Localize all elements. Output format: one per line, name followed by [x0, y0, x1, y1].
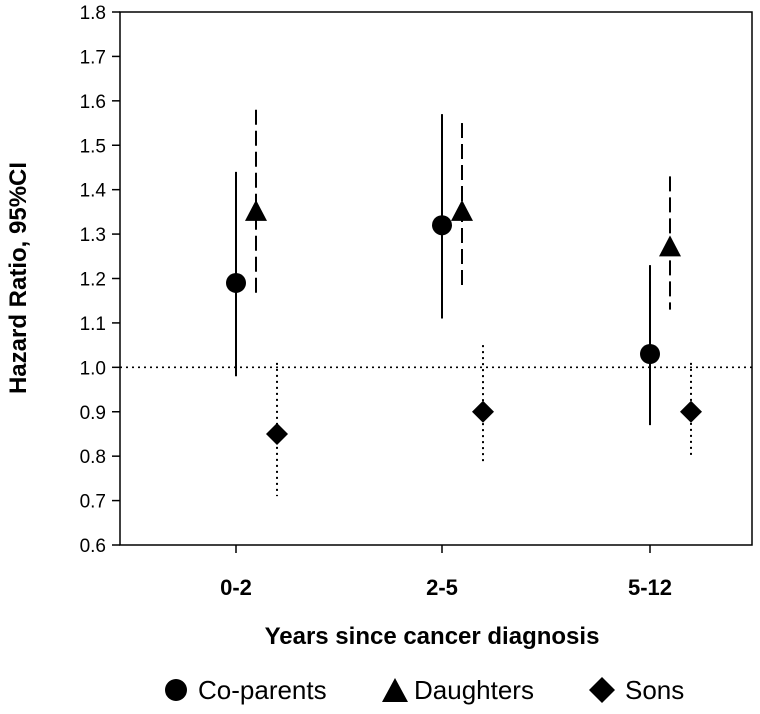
- x-tick-label: 5-12: [628, 575, 672, 600]
- y-axis: 0.6 0.7 0.8 0.9 1.0 1.1 1.2 1.3 1.4 1.5 1.6 1.7 1.8: [80, 3, 120, 557]
- x-tick-label: 2-5: [426, 575, 458, 600]
- legend-label-sons: Sons: [625, 675, 684, 705]
- y-tick-label: 1.7: [80, 47, 106, 68]
- y-tick-label: 0.9: [80, 403, 106, 424]
- y-tick-label: 0.6: [80, 536, 106, 557]
- y-tick-label: 0.7: [80, 492, 106, 513]
- data-point-co-parents: [226, 272, 246, 293]
- data-point-sons: [266, 422, 288, 445]
- legend-label-co-parents: Co-parents: [198, 675, 327, 705]
- data-point-daughters: [451, 199, 473, 221]
- y-tick-label: 1.0: [80, 358, 106, 379]
- data-point-co-parents: [640, 344, 660, 365]
- legend-label-daughters: Daughters: [414, 675, 534, 705]
- data-point-sons: [472, 400, 494, 423]
- legend-triangle-icon: [382, 678, 408, 702]
- y-tick-label: 1.2: [80, 270, 106, 291]
- x-axis-title: Years since cancer diagnosis: [265, 623, 600, 650]
- legend: Co-parents Daughters Sons: [165, 675, 684, 705]
- plot-area-frame: [119, 11, 753, 546]
- y-tick-label: 1.1: [80, 314, 106, 335]
- y-axis-title: Hazard Ratio, 95%CI: [5, 162, 32, 394]
- data-markers: [226, 199, 702, 445]
- data-point-sons: [680, 400, 702, 423]
- y-tick-label: 1.4: [80, 181, 107, 202]
- y-tick-label: 1.3: [80, 225, 106, 246]
- data-point-daughters: [659, 235, 681, 257]
- data-point-daughters: [245, 199, 267, 221]
- x-axis: 0-2 2-5 5-12: [220, 545, 672, 600]
- error-bars: [235, 109, 692, 497]
- data-point-co-parents: [432, 215, 452, 236]
- y-tick-label: 1.8: [80, 3, 106, 24]
- y-tick-label: 0.8: [80, 447, 106, 468]
- y-tick-label: 1.5: [80, 136, 106, 157]
- x-tick-label: 0-2: [220, 575, 252, 600]
- legend-diamond-icon: [589, 677, 615, 703]
- y-tick-label: 1.6: [80, 92, 106, 113]
- legend-circle-icon: [165, 679, 187, 701]
